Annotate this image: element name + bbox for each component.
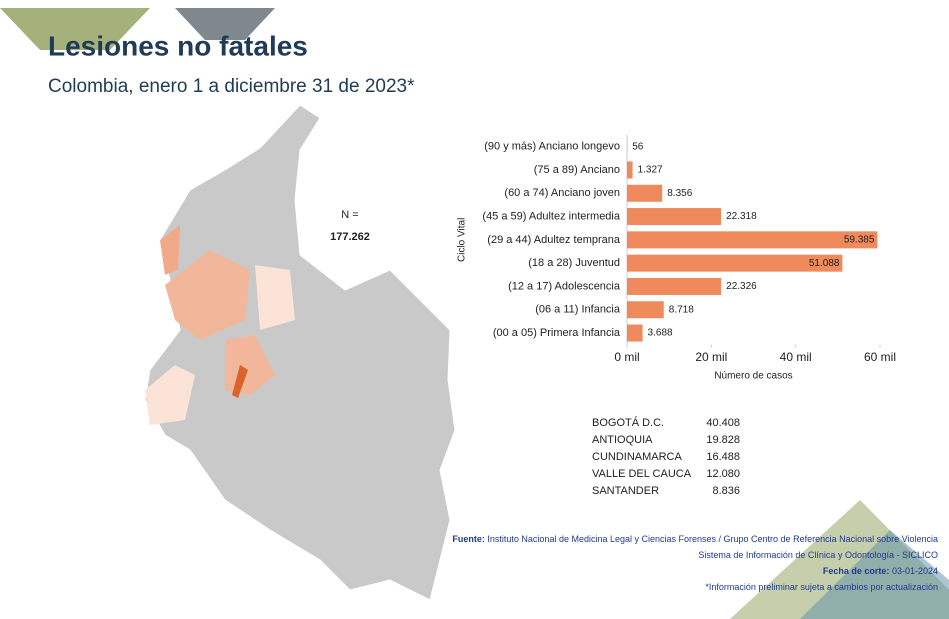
map-region — [255, 265, 295, 330]
map-region — [232, 365, 248, 398]
footer-text: *Información preliminar sujeta a cambios… — [705, 582, 938, 592]
table-cell: SANTANDER — [592, 485, 659, 497]
category-label: (00 a 05) Primera Infancia — [493, 327, 621, 339]
x-axis-label: Número de casos — [714, 370, 792, 381]
map — [144, 104, 456, 601]
x-tick-label: 40 mil — [780, 350, 812, 364]
category-label: (12 a 17) Adolescencia — [508, 280, 621, 292]
bar — [627, 324, 643, 342]
table-cell: 8.836 — [712, 485, 740, 497]
bar — [627, 277, 722, 295]
value-label: 8.356 — [667, 188, 692, 199]
value-label: 3.688 — [648, 328, 673, 339]
value-label: 22.326 — [726, 281, 757, 292]
bar — [627, 161, 633, 179]
table-cell: 19.828 — [706, 434, 740, 446]
table: BOGOTÁ D.C. 40.408 ANTIOQUIA 19.828 CUNDINAM… — [592, 416, 740, 497]
total-label: N = — [341, 209, 358, 221]
category-label: (18 a 28) Juventud — [528, 257, 620, 269]
category-label: (45 a 59) Adultez intermedia — [482, 210, 620, 222]
footer-line: Fecha de corte: 03-01-2024 — [823, 566, 938, 576]
table-cell: ANTIOQUIA — [592, 434, 653, 446]
subtitle: Colombia, enero 1 a diciembre 31 de 2023… — [48, 76, 415, 97]
value-label: 51.088 — [809, 258, 840, 269]
value-label: 59.385 — [844, 234, 875, 245]
category-label: (90 y más) Anciano longevo — [484, 141, 620, 153]
total-value: 177.262 — [330, 231, 370, 243]
map-region — [145, 365, 195, 425]
value-label: 8.718 — [669, 304, 694, 315]
title: Lesiones no fatales — [48, 30, 308, 61]
table-cell: 40.408 — [706, 417, 740, 429]
footer-line: Fuente: Instituto Nacional de Medicina L… — [452, 534, 938, 544]
map-region — [165, 250, 250, 340]
value-label: 22.318 — [726, 211, 757, 222]
x-tick-label: 0 mil — [614, 350, 639, 364]
x-tick-label: 60 mil — [864, 350, 896, 364]
footer-text: Instituto Nacional de Medicina Legal y C… — [487, 534, 938, 544]
bar — [627, 184, 663, 202]
decor — [175, 8, 275, 40]
y-axis-label: Ciclo Vital — [457, 218, 468, 262]
category-label: (06 a 11) Infancia — [535, 304, 621, 316]
table-cell: CUNDINAMARCA — [592, 451, 683, 463]
category-label: (60 a 74) Anciano joven — [504, 187, 620, 199]
footer-line: Sistema de Información de Clínica y Odon… — [698, 550, 938, 560]
category-label: (75 a 89) Anciano — [534, 164, 620, 176]
footer-line: *Información preliminar sujeta a cambios… — [705, 582, 938, 592]
bar — [627, 231, 878, 249]
x-tick-label: 20 mil — [695, 350, 727, 364]
value-label: 1.327 — [638, 165, 663, 176]
decor — [0, 8, 150, 50]
footer: Fuente: Instituto Nacional de Medicina L… — [452, 534, 938, 592]
table-cell: 16.488 — [706, 451, 740, 463]
map-region — [160, 225, 180, 275]
footer-text: Fuente: — [452, 534, 485, 544]
table-cell: BOGOTÁ D.C. — [592, 416, 664, 429]
footer-text: Fecha de corte: — [823, 566, 890, 576]
table-cell: VALLE DEL CAUCA — [592, 468, 692, 480]
bar-chart: (90 y más) Anciano longevo 56 (75 a 89) An… — [457, 135, 896, 381]
bar — [627, 301, 664, 319]
bar — [627, 254, 843, 272]
value-label: 56 — [632, 141, 644, 152]
footer-text: Sistema de Información de Clínica y Odon… — [698, 550, 938, 560]
category-label: (29 a 44) Adultez temprana — [487, 234, 621, 246]
footer-text: 03-01-2024 — [892, 566, 938, 576]
table-cell: 12.080 — [706, 468, 740, 480]
decor — [800, 530, 949, 619]
bar — [627, 208, 722, 226]
